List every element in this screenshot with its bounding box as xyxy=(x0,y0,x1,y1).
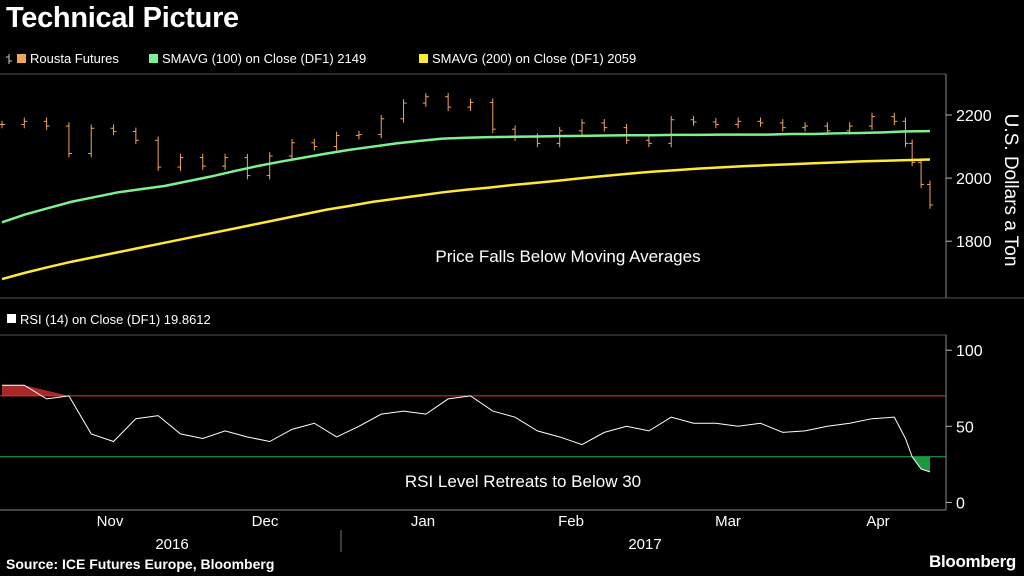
chart-title: Technical Picture xyxy=(6,2,239,34)
oversold-fill xyxy=(912,456,930,472)
price-bar xyxy=(927,180,933,209)
rousta-swatch xyxy=(17,54,26,63)
ohlc-icon xyxy=(6,54,12,64)
sma200-line xyxy=(1,158,931,281)
rsi-y-tick-label: 0 xyxy=(956,495,965,512)
rsi-annotation: RSI Level Retreats to Below 30 xyxy=(405,472,641,491)
price-bar xyxy=(289,138,295,160)
price-y-tick-label: 2000 xyxy=(956,171,992,188)
sma100-line xyxy=(1,129,931,224)
x-axis-month-labels: Nov Dec Jan Feb Mar Apr xyxy=(97,513,890,530)
price-bar xyxy=(489,98,496,133)
price-bar xyxy=(690,115,697,126)
price-bar xyxy=(918,158,925,189)
price-bar xyxy=(512,125,519,141)
price-bar xyxy=(422,92,429,107)
month-label-dec: Dec xyxy=(252,513,279,530)
month-label-nov: Nov xyxy=(97,513,124,530)
rsi-y-tick-label: 50 xyxy=(956,419,974,436)
price-bar xyxy=(222,153,229,170)
price-bar xyxy=(735,117,742,129)
price-bar xyxy=(311,138,318,151)
year-label-2017: 2017 xyxy=(628,536,661,553)
sma200-swatch xyxy=(419,54,428,63)
sma100-swatch xyxy=(149,54,158,63)
moving-average-lines xyxy=(1,129,931,281)
price-bar xyxy=(88,124,95,158)
legend-label-price: Rousta Futures xyxy=(30,51,119,66)
price-bar xyxy=(65,122,72,158)
price-bar xyxy=(891,112,898,126)
rsi-threshold-fills xyxy=(2,385,930,472)
price-bar xyxy=(869,112,875,130)
price-y-ticks: 1800 2000 2200 xyxy=(946,108,992,251)
price-bar xyxy=(445,92,452,111)
bloomberg-logo: Bloomberg xyxy=(928,552,1016,571)
price-ohlc-bars xyxy=(0,92,933,209)
rsi-line xyxy=(2,384,931,473)
month-label-mar: Mar xyxy=(715,513,741,530)
price-bar xyxy=(266,152,273,180)
overbought-fill xyxy=(2,385,471,396)
price-bar xyxy=(757,117,764,127)
month-label-feb: Feb xyxy=(558,513,584,530)
price-bar xyxy=(333,131,340,151)
price-bar xyxy=(579,119,585,135)
price-bar xyxy=(802,122,809,132)
price-bar xyxy=(0,120,5,129)
x-axis-year-labels: 2016 2017 xyxy=(155,536,661,553)
rsi-line-group xyxy=(2,384,931,473)
price-bar xyxy=(199,153,206,170)
legend-label-sma100: SMAVG (100) on Close (DF1) 2149 xyxy=(162,51,366,66)
price-bar xyxy=(244,153,251,180)
month-label-jan: Jan xyxy=(411,513,435,530)
price-bar xyxy=(400,99,407,123)
price-bar xyxy=(355,130,362,140)
year-label-2016: 2016 xyxy=(155,536,188,553)
price-bar xyxy=(467,98,474,111)
price-bar xyxy=(645,136,652,148)
price-bar xyxy=(601,119,608,132)
price-bar xyxy=(378,115,385,139)
price-bar xyxy=(110,124,117,136)
price-y-axis-title: U.S. Dollars a Ton xyxy=(1000,114,1021,267)
price-legend: Rousta Futures SMAVG (100) on Close (DF1… xyxy=(6,51,636,66)
legend-label-sma200: SMAVG (200) on Close (DF1) 2059 xyxy=(432,51,636,66)
price-bar xyxy=(43,117,50,130)
price-bar xyxy=(668,115,675,148)
price-y-tick-label: 1800 xyxy=(956,234,992,251)
rsi-y-tick-label: 100 xyxy=(956,343,983,360)
price-bar xyxy=(132,127,139,145)
price-bar xyxy=(909,139,916,167)
price-bar xyxy=(177,153,184,171)
source-note: Source: ICE Futures Europe, Bloomberg xyxy=(6,556,275,572)
price-bar xyxy=(155,136,162,171)
legend-label-rsi: RSI (14) on Close (DF1) 19.8612 xyxy=(20,312,211,327)
month-label-apr: Apr xyxy=(866,513,889,530)
price-bar xyxy=(623,123,630,145)
price-bar xyxy=(779,119,786,132)
rsi-swatch xyxy=(7,314,16,323)
rsi-legend: RSI (14) on Close (DF1) 19.8612 xyxy=(7,312,211,327)
price-bar xyxy=(21,117,28,129)
price-y-tick-label: 2200 xyxy=(956,108,992,125)
price-bar xyxy=(712,118,719,129)
rsi-threshold-lines xyxy=(0,395,946,458)
price-annotation: Price Falls Below Moving Averages xyxy=(435,247,700,266)
rsi-y-ticks: 0 50 100 xyxy=(946,343,983,512)
